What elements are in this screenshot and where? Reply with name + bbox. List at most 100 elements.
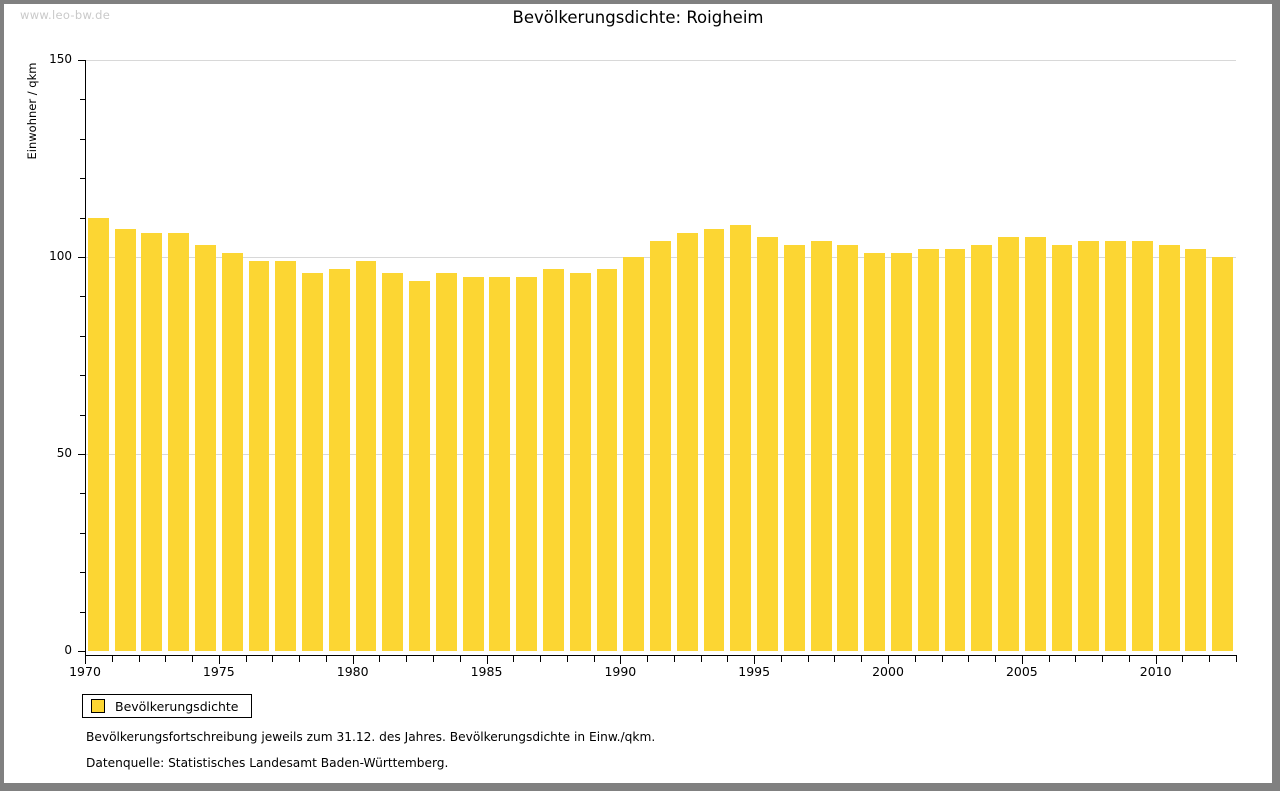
y-tick-minor bbox=[80, 99, 85, 101]
bar[interactable] bbox=[462, 276, 484, 651]
x-tick bbox=[647, 656, 649, 662]
y-tick-label: 0 bbox=[64, 643, 72, 657]
y-tick-label: 150 bbox=[49, 52, 72, 66]
legend-swatch-icon bbox=[91, 699, 105, 713]
x-tick-label: 1975 bbox=[202, 664, 235, 679]
y-tick-minor bbox=[80, 178, 85, 180]
bar[interactable] bbox=[730, 225, 752, 651]
bar[interactable] bbox=[810, 241, 832, 651]
bar[interactable] bbox=[489, 276, 511, 651]
x-tick bbox=[1048, 656, 1050, 662]
bar[interactable] bbox=[596, 268, 618, 651]
x-tick bbox=[780, 656, 782, 662]
bar[interactable] bbox=[1024, 237, 1046, 651]
bar[interactable] bbox=[944, 249, 966, 651]
x-tick bbox=[727, 656, 729, 662]
bar[interactable] bbox=[141, 233, 163, 651]
x-tick-major bbox=[620, 656, 622, 664]
y-tick bbox=[78, 60, 85, 61]
x-tick bbox=[566, 656, 568, 662]
x-tick-major bbox=[1155, 656, 1157, 664]
bar[interactable] bbox=[542, 268, 564, 651]
x-tick bbox=[968, 656, 970, 662]
bar[interactable] bbox=[409, 280, 431, 651]
x-tick bbox=[995, 656, 997, 662]
bar[interactable] bbox=[998, 237, 1019, 651]
y-axis-line bbox=[85, 60, 86, 655]
bar[interactable] bbox=[917, 249, 939, 651]
bar[interactable] bbox=[1131, 241, 1153, 651]
bar[interactable] bbox=[248, 260, 270, 651]
bar[interactable] bbox=[355, 260, 377, 651]
bar[interactable] bbox=[275, 260, 297, 651]
y-tick-minor bbox=[80, 296, 85, 298]
bar[interactable] bbox=[971, 245, 993, 651]
x-tick-label: 2000 bbox=[872, 664, 904, 679]
bar[interactable] bbox=[328, 268, 350, 651]
x-tick bbox=[700, 656, 702, 662]
bar[interactable] bbox=[623, 257, 645, 651]
bar[interactable] bbox=[783, 245, 805, 651]
gridline bbox=[85, 60, 1236, 61]
chart-page: www.leo-bw.de Bevölkerungsdichte: Roighe… bbox=[4, 4, 1272, 783]
x-tick-major bbox=[1021, 656, 1023, 664]
x-tick-major bbox=[218, 656, 220, 664]
bar[interactable] bbox=[1051, 245, 1073, 651]
bar[interactable] bbox=[114, 229, 136, 651]
x-tick bbox=[165, 656, 167, 662]
x-tick bbox=[459, 656, 461, 662]
x-tick bbox=[834, 656, 836, 662]
x-tick bbox=[432, 656, 434, 662]
bar[interactable] bbox=[1078, 241, 1100, 651]
bar[interactable] bbox=[890, 253, 912, 651]
x-tick bbox=[593, 656, 595, 662]
bar[interactable] bbox=[168, 233, 190, 651]
x-axis-line bbox=[85, 655, 1237, 656]
x-tick bbox=[138, 656, 140, 662]
bar[interactable] bbox=[382, 272, 404, 651]
bar[interactable] bbox=[87, 217, 109, 651]
x-tick bbox=[673, 656, 675, 662]
bar[interactable] bbox=[703, 229, 725, 651]
x-tick-label: 2010 bbox=[1139, 664, 1172, 679]
bar[interactable] bbox=[757, 237, 778, 651]
page-title: Bevölkerungsdichte: Roigheim bbox=[512, 8, 764, 27]
x-tick bbox=[1236, 656, 1237, 662]
bar[interactable] bbox=[195, 245, 216, 651]
y-tick-minor bbox=[80, 335, 85, 337]
y-tick bbox=[78, 651, 85, 652]
bar[interactable] bbox=[837, 245, 859, 651]
bar[interactable] bbox=[435, 272, 457, 651]
watermark-text: www.leo-bw.de bbox=[20, 8, 111, 22]
y-tick-label: 100 bbox=[49, 249, 72, 263]
bar[interactable] bbox=[864, 253, 886, 651]
bar[interactable] bbox=[1212, 257, 1234, 651]
x-tick-label: 1980 bbox=[336, 664, 369, 679]
x-tick-major bbox=[486, 656, 488, 664]
x-tick bbox=[192, 656, 194, 662]
bar[interactable] bbox=[516, 276, 538, 651]
bar[interactable] bbox=[650, 241, 671, 651]
bar[interactable] bbox=[1185, 249, 1207, 651]
plot-area bbox=[85, 60, 1236, 651]
bar[interactable] bbox=[1158, 245, 1180, 651]
bar[interactable] bbox=[569, 272, 591, 651]
x-tick bbox=[861, 656, 863, 662]
y-tick bbox=[78, 454, 85, 455]
bar[interactable] bbox=[302, 272, 323, 651]
x-tick-label: 1995 bbox=[738, 664, 771, 679]
bar[interactable] bbox=[221, 253, 243, 651]
x-tick-major bbox=[888, 656, 890, 664]
x-tick bbox=[513, 656, 515, 662]
x-tick-label: 1970 bbox=[69, 664, 101, 679]
chart-legend[interactable]: Bevölkerungsdichte bbox=[82, 694, 252, 718]
x-tick bbox=[540, 656, 542, 662]
x-tick bbox=[807, 656, 809, 662]
x-tick bbox=[1209, 656, 1211, 662]
bar[interactable] bbox=[1105, 241, 1126, 651]
x-tick bbox=[914, 656, 916, 662]
y-tick-minor bbox=[80, 138, 85, 140]
x-tick bbox=[245, 656, 247, 662]
bar[interactable] bbox=[676, 233, 698, 651]
y-tick-minor bbox=[80, 611, 85, 613]
